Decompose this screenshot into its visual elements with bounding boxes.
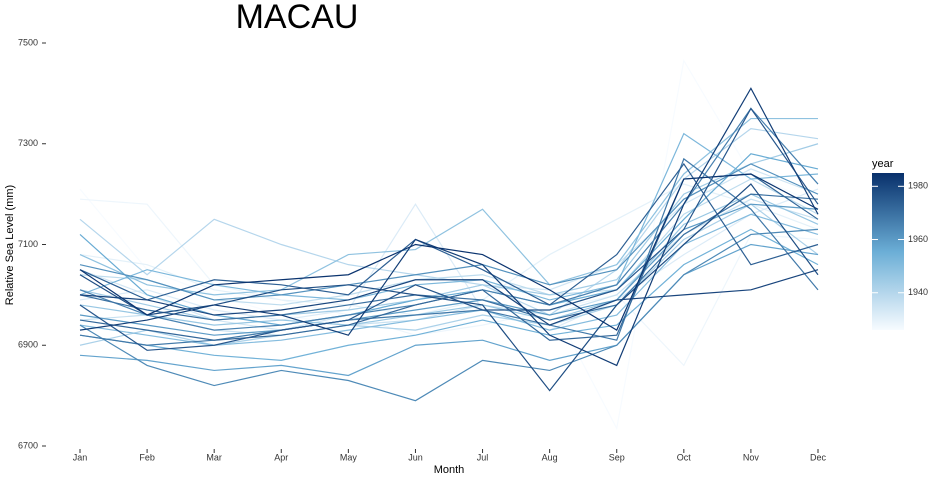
series-line bbox=[79, 183, 819, 392]
colorbar bbox=[872, 173, 904, 330]
x-tick-label: Jan bbox=[73, 452, 88, 462]
x-tick-label: Jul bbox=[477, 452, 489, 462]
series-line bbox=[79, 198, 819, 367]
colorbar-title: year bbox=[872, 158, 894, 170]
series-line bbox=[79, 117, 818, 296]
x-tick-label: Feb bbox=[139, 452, 155, 462]
x-tick-label: Mar bbox=[206, 452, 222, 462]
chart-title: MACAU bbox=[236, 0, 359, 36]
x-tick-label: Jun bbox=[408, 452, 423, 462]
x-tick-label: Sep bbox=[609, 452, 625, 462]
series-line bbox=[79, 228, 819, 361]
y-axis-title: Relative Sea Level (mm) bbox=[4, 185, 16, 305]
x-tick-label: May bbox=[340, 452, 358, 462]
series-line bbox=[79, 243, 819, 377]
series-line bbox=[79, 87, 819, 367]
series-line bbox=[79, 157, 819, 346]
y-tick-label: 6700 bbox=[18, 440, 38, 450]
x-tick-label: Nov bbox=[743, 452, 760, 462]
colorbar-tick-label: 1960 bbox=[908, 234, 928, 244]
series-line bbox=[79, 173, 819, 332]
series-line bbox=[79, 162, 819, 306]
series-line bbox=[79, 58, 819, 431]
series-line bbox=[79, 193, 819, 326]
x-tick-label: Oct bbox=[677, 452, 692, 462]
x-tick-label: Aug bbox=[542, 452, 558, 462]
x-tick-label: Apr bbox=[274, 452, 288, 462]
y-tick-label: 6900 bbox=[18, 340, 38, 350]
colorbar-tick-label: 1940 bbox=[908, 287, 928, 297]
series-line bbox=[79, 213, 819, 346]
series-line bbox=[79, 107, 819, 351]
x-axis-title: Month bbox=[434, 464, 465, 476]
series-line bbox=[79, 203, 819, 336]
series-line bbox=[79, 269, 819, 326]
y-tick-label: 7100 bbox=[18, 239, 38, 249]
x-tick-label: Dec bbox=[810, 452, 827, 462]
series-line bbox=[79, 163, 819, 301]
series-line bbox=[79, 203, 819, 346]
colorbar-tick-label: 1980 bbox=[908, 181, 928, 191]
y-tick-label: 7300 bbox=[18, 138, 38, 148]
series-line bbox=[79, 228, 819, 402]
series-line bbox=[79, 132, 819, 301]
y-tick-label: 7500 bbox=[18, 37, 38, 47]
